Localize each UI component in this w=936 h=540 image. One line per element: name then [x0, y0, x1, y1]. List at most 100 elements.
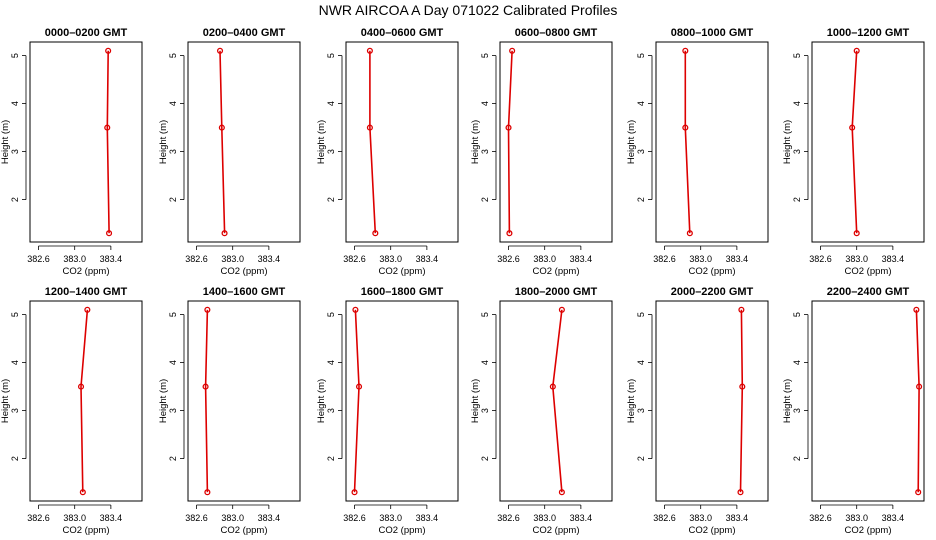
y-tick-label: 3 — [326, 149, 336, 154]
profile-panel: 1200–1400 GMT 382.6 383.0 383.4 CO2 (ppm) 2 3 4… — [0, 286, 143, 536]
y-tick-label: 2 — [10, 456, 20, 461]
profile-line — [507, 50, 513, 234]
x-tick-label: 383.4 — [570, 254, 593, 264]
profile-line — [551, 309, 563, 493]
profile-panel: 1400–1600 GMT 382.6 383.0 383.4 CO2 (ppm) 2 3 4… — [158, 286, 301, 536]
plot-frame — [29, 300, 143, 502]
x-axis-label: CO2 (ppm) — [63, 266, 110, 277]
panel-title: 0800–1000 GMT — [671, 27, 754, 39]
panel-title: 1200–1400 GMT — [45, 286, 128, 298]
profile-line — [204, 309, 209, 493]
data-point — [558, 306, 565, 313]
x-tick-label: 383.0 — [379, 513, 402, 523]
data-point — [509, 47, 516, 54]
y-tick-label: 5 — [636, 53, 646, 58]
x-tick-label: 382.6 — [343, 513, 366, 523]
x-axis-label: CO2 (ppm) — [845, 525, 892, 536]
data-point — [686, 230, 693, 237]
data-point — [853, 230, 860, 237]
profile-line — [684, 50, 691, 234]
data-point — [849, 124, 856, 131]
y-axis-label: Height (m) — [626, 379, 637, 423]
data-point — [739, 383, 746, 390]
y-axis-label: Height (m) — [470, 379, 481, 423]
y-tick-label: 4 — [636, 360, 646, 365]
x-tick-label: 382.6 — [343, 254, 366, 264]
x-tick-label: 383.4 — [570, 513, 593, 523]
panel-title: 1000–1200 GMT — [827, 27, 910, 39]
panel-title: 0200–0400 GMT — [203, 27, 286, 39]
y-tick-label: 5 — [792, 312, 802, 317]
profile-panel: 0400–0600 GMT 382.6 383.0 383.4 CO2 (ppm) 2 3 4… — [316, 27, 459, 277]
profile-panel: 0800–1000 GMT 382.6 383.0 383.4 CO2 (ppm) 2 3 4… — [626, 27, 769, 277]
data-point — [682, 124, 689, 131]
data-point — [355, 383, 363, 390]
panel-title: 0600–0800 GMT — [515, 27, 598, 39]
plot-frame — [499, 300, 613, 502]
profile-line — [851, 50, 858, 234]
y-tick-label: 4 — [10, 101, 20, 106]
x-tick-label: 383.4 — [416, 254, 439, 264]
x-axis-label: CO2 (ppm) — [689, 525, 736, 536]
y-tick-label: 3 — [168, 408, 178, 413]
panel-title: 1600–1800 GMT — [361, 286, 444, 298]
panel-title: 0400–0600 GMT — [361, 27, 444, 39]
x-tick-label: 383.0 — [533, 513, 556, 523]
x-tick-label: 383.0 — [533, 254, 556, 264]
x-tick-label: 383.0 — [221, 254, 244, 264]
y-tick-label: 5 — [792, 53, 802, 58]
y-tick-label: 4 — [792, 360, 802, 365]
y-tick-label: 3 — [10, 408, 20, 413]
x-axis-label: CO2 (ppm) — [379, 525, 426, 536]
data-point — [738, 306, 745, 313]
data-point — [204, 489, 211, 496]
panel-title: 2000–2200 GMT — [671, 286, 754, 298]
x-tick-label: 383.0 — [221, 513, 244, 523]
y-tick-label: 5 — [326, 312, 336, 317]
data-point — [853, 47, 860, 54]
data-point — [505, 124, 512, 131]
plot-frame — [655, 41, 769, 243]
profile-panel: 0000–0200 GMT 382.6 383.0 383.4 CO2 (ppm) 2 3 4… — [0, 27, 143, 277]
panel-title: 0000–0200 GMT — [45, 27, 128, 39]
x-axis-label: CO2 (ppm) — [689, 266, 736, 277]
x-tick-label: 382.6 — [497, 513, 520, 523]
profile-panel: 0600–0800 GMT 382.6 383.0 383.4 CO2 (ppm) 2 3 4… — [470, 27, 613, 277]
y-tick-label: 3 — [480, 149, 490, 154]
x-tick-label: 383.4 — [726, 513, 749, 523]
x-tick-label: 382.6 — [185, 513, 208, 523]
profile-line — [106, 50, 110, 234]
x-tick-label: 383.4 — [100, 513, 123, 523]
profile-panel: 1000–1200 GMT 382.6 383.0 383.4 CO2 (ppm) 2 3 4… — [782, 27, 925, 277]
x-tick-label: 383.0 — [379, 254, 402, 264]
data-point — [218, 124, 225, 131]
x-tick-label: 382.6 — [809, 513, 832, 523]
y-tick-label: 2 — [636, 456, 646, 461]
y-tick-label: 4 — [168, 360, 178, 365]
x-tick-label: 382.6 — [497, 254, 520, 264]
x-axis-label: CO2 (ppm) — [221, 266, 268, 277]
y-tick-label: 3 — [792, 408, 802, 413]
x-tick-label: 383.4 — [100, 254, 123, 264]
y-axis-label: Height (m) — [782, 120, 793, 164]
x-tick-label: 382.6 — [185, 254, 208, 264]
y-tick-label: 2 — [326, 456, 336, 461]
data-point — [77, 383, 85, 390]
plot-frame — [811, 300, 925, 502]
y-tick-label: 5 — [326, 53, 336, 58]
x-tick-label: 383.0 — [689, 254, 712, 264]
y-tick-label: 2 — [792, 456, 802, 461]
data-point — [682, 47, 689, 54]
data-point — [84, 306, 91, 313]
data-point — [105, 47, 112, 54]
x-axis-label: CO2 (ppm) — [533, 266, 580, 277]
y-axis-label: Height (m) — [316, 120, 327, 164]
y-tick-label: 4 — [168, 101, 178, 106]
x-axis-label: CO2 (ppm) — [379, 266, 426, 277]
y-tick-label: 3 — [636, 149, 646, 154]
data-point — [352, 306, 359, 313]
y-tick-label: 2 — [636, 197, 646, 202]
y-tick-label: 4 — [480, 360, 490, 365]
x-tick-label: 383.0 — [63, 254, 86, 264]
data-point — [204, 306, 211, 313]
